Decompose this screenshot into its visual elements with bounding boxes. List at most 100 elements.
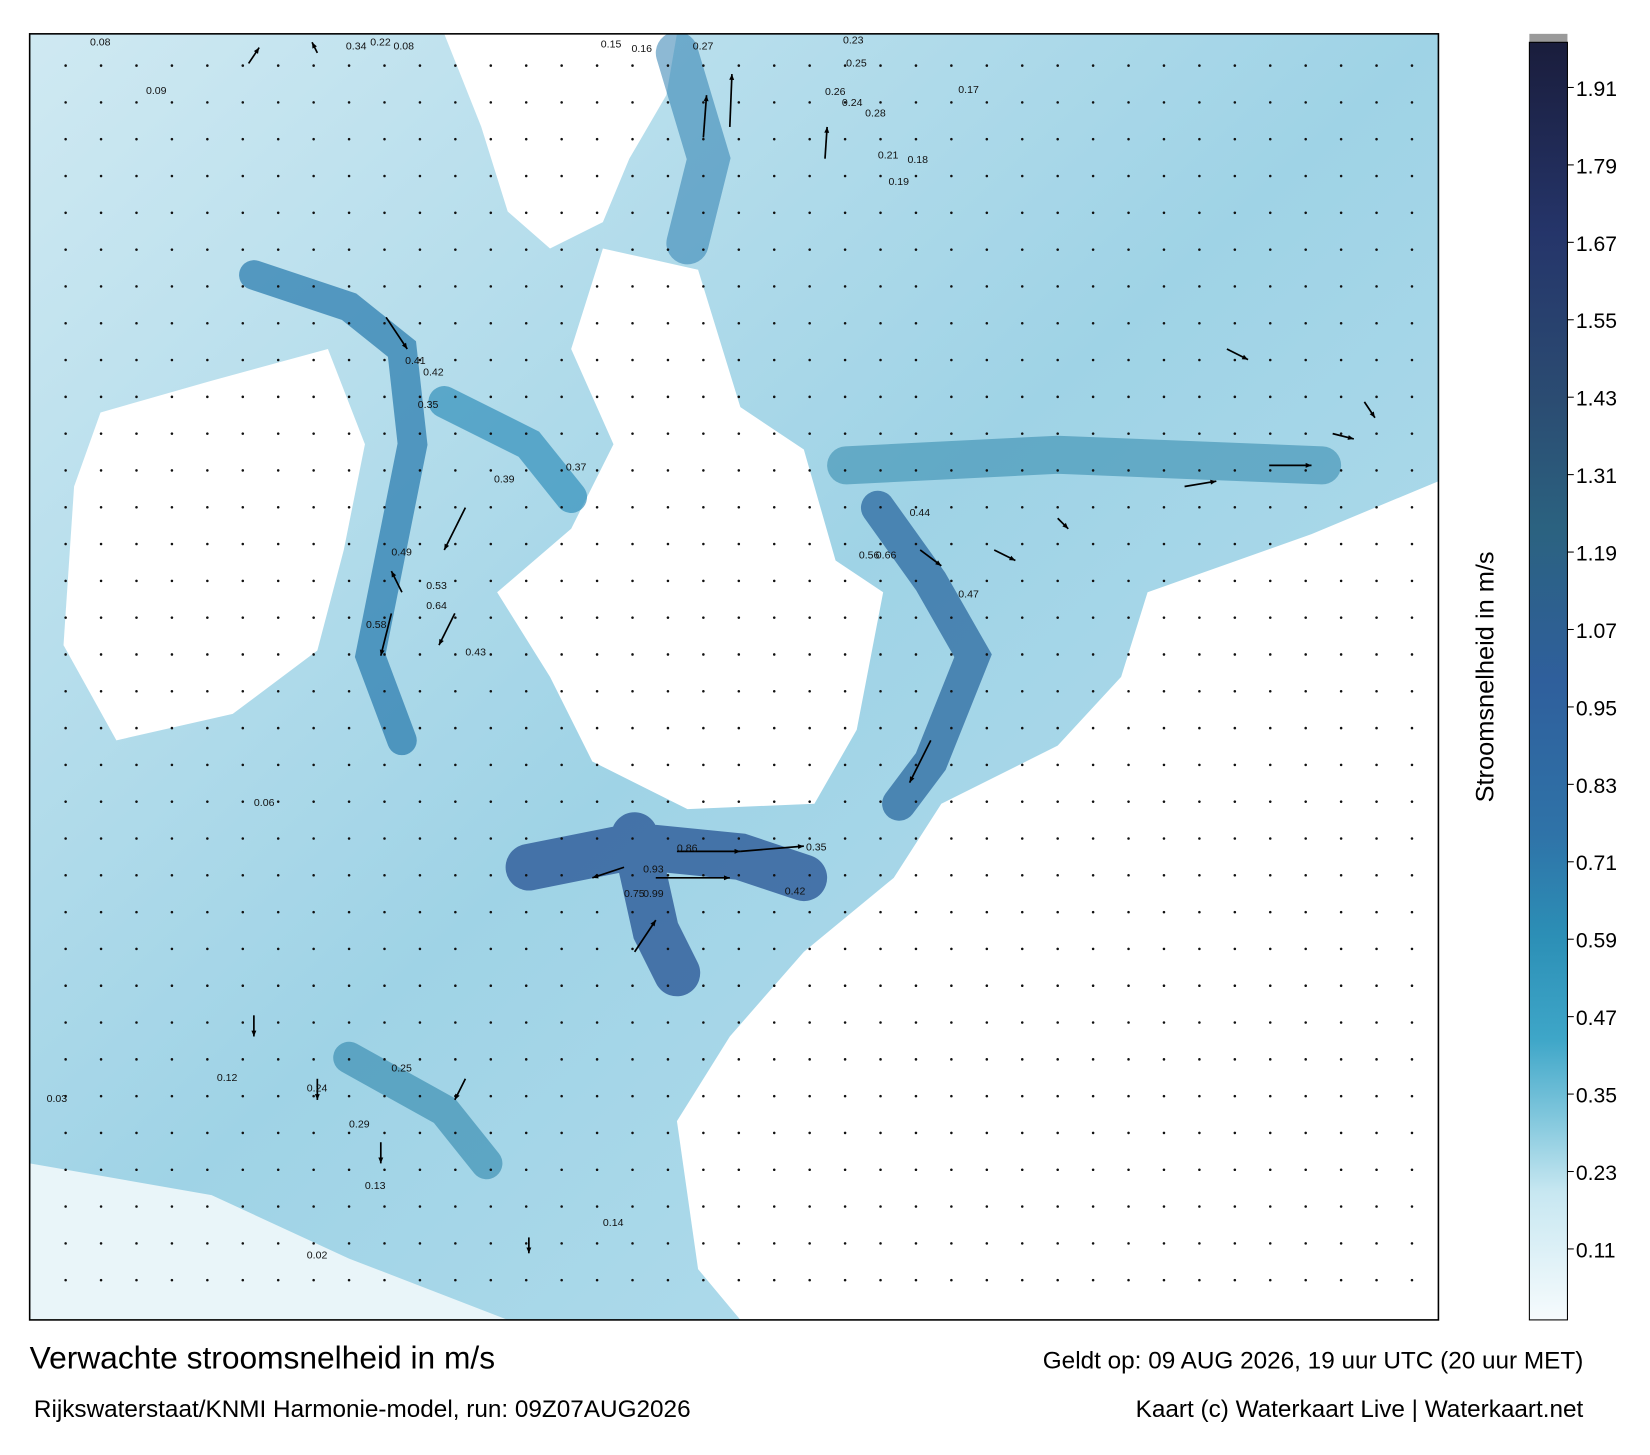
grid-dot — [276, 1131, 280, 1135]
grid-dot — [1198, 1094, 1201, 1098]
grid-dot — [170, 174, 174, 178]
grid-dot — [772, 285, 776, 288]
grid-dot — [1162, 579, 1166, 583]
grid-dot — [666, 505, 670, 509]
speed-label: 0.02 — [307, 1250, 328, 1262]
grid-dot — [595, 653, 599, 656]
arrow-head — [454, 1093, 460, 1100]
grid-dot — [135, 1021, 138, 1024]
arrow-head — [391, 571, 397, 578]
grid-dot — [312, 137, 315, 141]
grid-dot — [1233, 542, 1237, 546]
grid-dot — [808, 505, 811, 509]
grid-dot — [1198, 174, 1201, 178]
grid-dot — [595, 542, 599, 546]
grid-dot — [383, 101, 386, 104]
grid-dot — [524, 1278, 528, 1282]
speed-label: 0.21 — [878, 150, 899, 162]
grid-dot — [312, 1094, 315, 1098]
grid-dot — [950, 763, 953, 767]
grid-dot — [1020, 800, 1024, 803]
grid-dot — [418, 432, 422, 435]
grid-dot — [666, 137, 670, 141]
grid-dot — [1020, 1168, 1024, 1171]
grid-dot — [418, 64, 422, 67]
grid-dot — [135, 579, 138, 583]
grid-dot — [1020, 910, 1024, 914]
grid-dot — [595, 984, 599, 987]
grid-dot — [737, 101, 741, 104]
grid-dot — [64, 321, 67, 325]
grid-dot — [276, 174, 280, 178]
grid-dot — [1339, 101, 1343, 104]
grid-dot — [1375, 874, 1378, 877]
grid-dot — [454, 469, 457, 472]
grid-dot — [666, 689, 670, 693]
grid-dot — [418, 395, 422, 399]
grid-dot — [737, 432, 741, 435]
grid-dot — [808, 1131, 811, 1135]
grid-dot — [985, 174, 989, 178]
grid-dot — [950, 910, 953, 914]
grid-dot — [702, 1094, 705, 1098]
grid-dot — [276, 395, 280, 399]
grid-dot — [347, 358, 351, 362]
grid-dot — [985, 1021, 989, 1024]
grid-dot — [950, 358, 953, 362]
grid-dot — [524, 1058, 528, 1061]
speed-label: 0.42 — [423, 366, 444, 378]
arrow-head — [526, 1247, 532, 1254]
grid-dot — [702, 432, 705, 435]
grid-dot — [99, 469, 103, 472]
grid-dot — [454, 653, 457, 656]
grid-dot — [1410, 1058, 1414, 1061]
speed-label: 0.28 — [865, 107, 886, 119]
grid-dot — [808, 579, 811, 583]
grid-dot — [595, 211, 599, 215]
colorbar-overflow — [1529, 33, 1568, 43]
grid-dot — [631, 653, 634, 656]
grid-dot — [312, 910, 315, 914]
grid-dot — [1410, 653, 1414, 656]
grid-dot — [1375, 1205, 1378, 1208]
grid-dot — [843, 874, 847, 877]
speed-label: 0.12 — [217, 1072, 238, 1084]
grid-dot — [772, 1094, 776, 1098]
grid-dot — [276, 358, 280, 362]
grid-dot — [985, 1278, 989, 1282]
grid-dot — [1375, 211, 1378, 215]
grid-dot — [1162, 395, 1166, 399]
grid-dot — [631, 984, 634, 987]
grid-dot — [631, 579, 634, 583]
grid-dot — [383, 616, 386, 619]
grid-dot — [1198, 358, 1201, 362]
grid-dot — [1268, 1168, 1272, 1171]
grid-dot — [631, 432, 634, 435]
grid-dot — [135, 542, 138, 546]
grid-dot — [808, 947, 811, 951]
grid-dot — [950, 579, 953, 583]
colorbar — [1528, 41, 1568, 1321]
grid-dot — [843, 1278, 847, 1282]
grid-dot — [879, 358, 882, 362]
grid-dot — [1127, 1131, 1130, 1135]
grid-dot — [985, 248, 989, 251]
grid-dot — [1198, 542, 1201, 546]
grid-dot — [666, 469, 670, 472]
grid-dot — [631, 874, 634, 877]
grid-dot — [879, 174, 882, 178]
grid-dot — [418, 579, 422, 583]
grid-dot — [1304, 800, 1307, 803]
grid-dot — [1339, 248, 1343, 251]
grid-dot — [843, 137, 847, 141]
grid-dot — [241, 1058, 245, 1061]
grid-dot — [560, 910, 563, 914]
grid-dot — [64, 837, 67, 840]
grid-dot — [1304, 579, 1307, 583]
grid-dot — [772, 616, 776, 619]
grid-dot — [135, 800, 138, 803]
grid-dot — [383, 874, 386, 877]
grid-dot — [524, 689, 528, 693]
grid-dot — [524, 800, 528, 803]
grid-dot — [64, 505, 67, 509]
